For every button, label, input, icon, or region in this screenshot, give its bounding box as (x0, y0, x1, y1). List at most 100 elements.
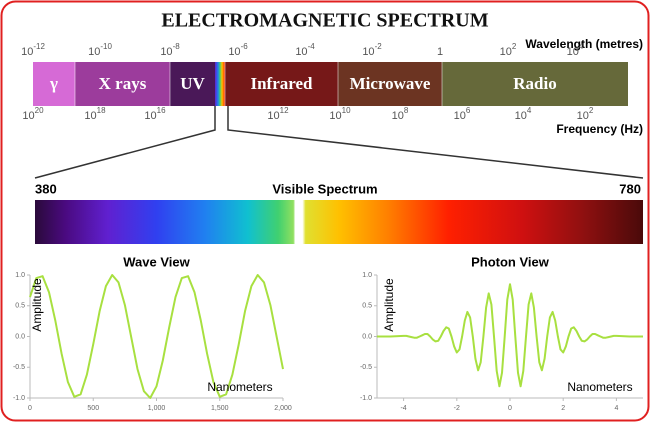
band (75, 62, 170, 106)
wavelength-label: Wavelength (metres) (525, 37, 643, 51)
curve (29, 274, 284, 399)
tick-label: 102 (500, 42, 517, 58)
visible-bar (35, 200, 643, 244)
tick-label: 104 (515, 106, 532, 122)
band (442, 62, 628, 106)
tick-base: 10 (144, 110, 156, 122)
y-tick-label: 1.0 (362, 272, 372, 279)
band (33, 62, 75, 106)
tick-base: 10 (267, 110, 279, 122)
tick-exponent: -10 (100, 42, 112, 51)
tick-exponent: -2 (375, 42, 383, 51)
visible-max: 780 (619, 181, 641, 196)
tick-base: 10 (88, 46, 100, 58)
tick-exponent: 6 (466, 106, 471, 115)
tick-exponent: 4 (579, 42, 584, 51)
x-tick-label: 2 (561, 405, 565, 412)
x-tick-label: 1,000 (148, 405, 166, 412)
tick-base: 10 (392, 110, 404, 122)
y-tick-label: 0.5 (15, 303, 25, 310)
tick-label: 102 (577, 106, 594, 122)
y-tick-label: -1.0 (13, 395, 25, 402)
tick-exponent: 18 (97, 106, 106, 115)
tick-base: 10 (515, 110, 527, 122)
zoom-line (34, 106, 216, 179)
tick-label: 10-12 (21, 42, 45, 58)
tick-label: 10-10 (88, 42, 112, 58)
tick-exponent: 10 (342, 106, 351, 115)
visible-min: 380 (35, 181, 57, 196)
visible-sliver (215, 62, 225, 106)
x-axis-label: Nanometers (567, 380, 632, 394)
tick-base: 1 (437, 46, 443, 58)
y-tick-label: 0.0 (15, 333, 25, 340)
x-tick-label: 2,000 (274, 405, 292, 412)
band-label: UV (180, 74, 205, 93)
frequency-label: Frequency (Hz) (556, 122, 643, 136)
tick-base: 10 (84, 110, 96, 122)
chart-title: Wave View (123, 254, 190, 269)
tick-exponent: 2 (589, 106, 594, 115)
tick-exponent: 8 (404, 106, 409, 115)
tick-exponent: -4 (308, 42, 316, 51)
tick-label: 1016 (144, 106, 166, 122)
tick-label: 1 (437, 46, 443, 58)
tick-base: 10 (454, 110, 466, 122)
tick-label: 106 (454, 106, 471, 122)
tick-base: 10 (22, 110, 34, 122)
band-label: Microwave (350, 74, 431, 93)
x-axis-label: Nanometers (207, 380, 272, 394)
tick-base: 10 (228, 46, 240, 58)
tick-exponent: 12 (280, 106, 289, 115)
tick-base: 10 (567, 46, 579, 58)
y-axis-label: Amplitude (382, 278, 396, 332)
tick-label: 1020 (22, 106, 44, 122)
x-tick-label: 0 (28, 405, 32, 412)
tick-exponent: 4 (527, 106, 532, 115)
zoom-line (227, 106, 644, 179)
tick-base: 10 (329, 110, 341, 122)
tick-base: 10 (500, 46, 512, 58)
title: ELECTROMAGNETIC SPECTRUM (161, 10, 488, 32)
y-tick-label: -0.5 (13, 364, 25, 371)
band (338, 62, 442, 106)
band (170, 62, 215, 106)
tick-label: 108 (392, 106, 409, 122)
chart-title: Photon View (471, 254, 550, 269)
tick-exponent: 2 (512, 42, 517, 51)
y-tick-label: 1.0 (15, 272, 25, 279)
band-label: X rays (99, 74, 147, 93)
tick-label: 1010 (329, 106, 351, 122)
band-label: Radio (513, 74, 556, 93)
tick-label: 10-2 (362, 42, 382, 58)
x-tick-label: 4 (614, 405, 618, 412)
curve (377, 283, 643, 388)
tick-label: 10-8 (160, 42, 180, 58)
tick-exponent: -12 (33, 42, 45, 51)
tick-exponent: 20 (35, 106, 44, 115)
tick-base: 10 (362, 46, 374, 58)
x-tick-label: 1,500 (211, 405, 229, 412)
x-tick-label: -4 (400, 405, 406, 412)
y-tick-label: 0.0 (362, 333, 372, 340)
visible-title: Visible Spectrum (272, 181, 377, 196)
x-tick-label: 0 (508, 405, 512, 412)
band-label: Infrared (250, 74, 313, 93)
y-tick-label: -0.5 (360, 364, 372, 371)
tick-exponent: -8 (173, 42, 181, 51)
y-tick-label: -1.0 (360, 395, 372, 402)
tick-base: 10 (160, 46, 172, 58)
tick-base: 10 (295, 46, 307, 58)
tick-base: 10 (577, 110, 589, 122)
band (225, 62, 338, 106)
tick-label: 104 (567, 42, 584, 58)
y-axis-label: Amplitude (30, 278, 44, 332)
y-tick-label: 0.5 (362, 303, 372, 310)
tick-label: 10-6 (228, 42, 248, 58)
tick-label: 1018 (84, 106, 106, 122)
tick-exponent: -6 (241, 42, 249, 51)
x-tick-label: 500 (87, 405, 99, 412)
band-label: γ (49, 74, 58, 93)
tick-exponent: 16 (157, 106, 166, 115)
tick-label: 1012 (267, 106, 289, 122)
